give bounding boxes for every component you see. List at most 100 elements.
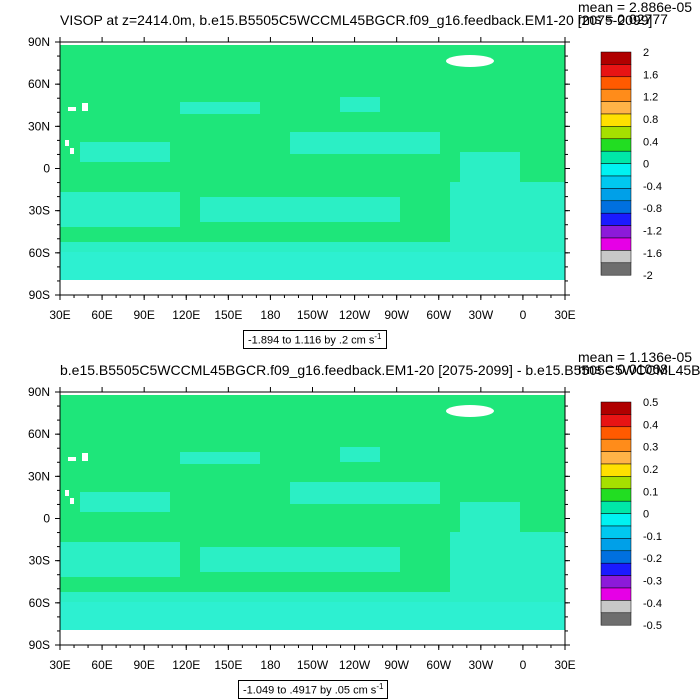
- lon-label: 90E: [133, 308, 154, 322]
- field-band: [340, 447, 380, 462]
- colorbar: 2 1.6 1.2 0.8 0.4 0 -0.4 -0.8 -1.2 -1.6 -2: [600, 47, 662, 282]
- colorbar-box: [600, 500, 632, 514]
- lon-label: 30W: [468, 308, 493, 322]
- latitude-axis: 90N 60N 30N 0 30S 60S 90S: [28, 35, 570, 302]
- lat-label: 90N: [28, 35, 50, 49]
- colorbar-box: [600, 463, 632, 477]
- lon-label: 120W: [339, 308, 371, 322]
- panel-title: b.e15.B5505C5WCCML45BGCR.f09_g16.feedbac…: [60, 362, 700, 378]
- map-field: [60, 45, 565, 295]
- field-band: [450, 182, 565, 242]
- colorbar-box: [600, 113, 632, 127]
- colorbar-box: [600, 587, 632, 601]
- rms-value: rms = 0.01068: [578, 361, 668, 377]
- colorbar-box: [600, 600, 632, 614]
- colorbar-box: [600, 163, 632, 177]
- lat-label: 0: [43, 162, 50, 176]
- colorbar-box: [600, 513, 632, 527]
- colorbar-label: 0.3: [643, 442, 658, 454]
- colorbar-box: [600, 150, 632, 164]
- field-band: [340, 97, 380, 112]
- lon-label: 60W: [426, 658, 451, 672]
- range-unit-exponent: -1: [376, 682, 384, 691]
- field-band: [460, 152, 520, 182]
- lon-label: 30E: [49, 308, 70, 322]
- colorbar-box: [600, 262, 632, 276]
- plot-panel-2: b.e15.B5505C5WCCML45BGCR.f09_g16.feedbac…: [0, 350, 700, 700]
- colorbar-label: -0.1: [643, 531, 662, 543]
- lat-label: 90S: [29, 288, 50, 302]
- colorbar-box: [600, 476, 632, 490]
- lon-label: 90W: [384, 308, 409, 322]
- lon-label: 0: [520, 658, 527, 672]
- field-band: [180, 452, 260, 464]
- land-patch: [68, 107, 76, 111]
- range-text: -1.049 to .4917 by .05 cm s: [243, 684, 377, 697]
- colorbar-box: [600, 414, 632, 428]
- range-text: -1.894 to 1.116 by .2 cm s: [248, 334, 375, 347]
- range-unit-exponent: -1: [374, 332, 382, 341]
- colorbar-box: [600, 76, 632, 90]
- field-band: [180, 102, 260, 114]
- colorbar-box: [600, 88, 632, 102]
- colorbar-box: [600, 451, 632, 465]
- colorbar-label: -0.2: [643, 553, 662, 565]
- lat-label: 60N: [28, 77, 50, 91]
- antarctica-land: [60, 280, 565, 295]
- greenland-land: [446, 405, 494, 417]
- colorbar-box: [600, 237, 632, 251]
- colorbar-box: [600, 200, 632, 214]
- colorbar-box: [600, 212, 632, 226]
- lon-label: 30E: [49, 658, 70, 672]
- map-plot: 90N 60N 30N 0 30S 60S 90S 30E 60E 90E 120E 150E 180…: [28, 35, 662, 322]
- colorbar-label: 1.2: [643, 92, 658, 104]
- greenland-land: [446, 55, 494, 67]
- lon-label: 30W: [468, 658, 493, 672]
- mean-value: mean = 2.886e-05: [578, 0, 693, 15]
- field-band: [80, 142, 170, 162]
- contour-range-label: -1.894 to 1.116 by .2 cm s-1: [243, 330, 387, 349]
- colorbar-label: 0: [643, 159, 649, 171]
- lat-label: 30N: [28, 119, 50, 133]
- lon-label: 150W: [297, 658, 329, 672]
- lat-label: 0: [43, 512, 50, 526]
- colorbar-box: [600, 64, 632, 78]
- colorbar-label: -0.5: [643, 620, 662, 632]
- colorbar-label: -0.8: [643, 203, 662, 215]
- longitude-axis: 30E 60E 90E 120E 150E 180 150W 120W 90W 60W 30W 0 30…: [49, 37, 576, 322]
- field-band: [80, 492, 170, 512]
- colorbar-box: [600, 175, 632, 189]
- colorbar-label: -1.2: [643, 226, 662, 238]
- mean-value: mean = 1.136e-05: [578, 349, 693, 365]
- field-band: [60, 252, 565, 282]
- colorbar-label: -0.3: [643, 576, 662, 588]
- colorbar-box: [600, 550, 632, 564]
- colorbar: 0.5 0.4 0.3 0.2 0.1 0 -0.1 -0.2 -0.3 -0.4 -0.5: [600, 397, 662, 632]
- colorbar-label: 0: [643, 509, 649, 521]
- lat-label: 30N: [28, 469, 50, 483]
- lat-label: 60S: [29, 596, 50, 610]
- colorbar-label: 0.1: [643, 486, 658, 498]
- lon-label: 30E: [554, 658, 575, 672]
- colorbar-label: -0.4: [643, 181, 662, 193]
- land-patch: [70, 498, 74, 504]
- land-patch: [68, 457, 76, 461]
- land-patch: [65, 490, 69, 496]
- field-band: [450, 532, 565, 592]
- lat-label: 90S: [29, 638, 50, 652]
- lon-label: 60E: [91, 658, 112, 672]
- lon-label: 30E: [554, 308, 575, 322]
- lon-label: 120E: [172, 308, 200, 322]
- antarctica-land: [60, 630, 565, 645]
- field-band: [290, 132, 440, 154]
- colorbar-box: [600, 538, 632, 552]
- colorbar-box: [600, 525, 632, 539]
- lat-label: 30S: [29, 204, 50, 218]
- map-field: [60, 395, 565, 645]
- field-band: [200, 547, 400, 572]
- lon-label: 150W: [297, 308, 329, 322]
- lon-label: 120W: [339, 658, 371, 672]
- map-plot: 90N 60N 30N 0 30S 60S 90S 30E 60E 90E 120E 150E 180…: [28, 385, 662, 672]
- colorbar-box: [600, 612, 632, 626]
- colorbar-box: [600, 101, 632, 115]
